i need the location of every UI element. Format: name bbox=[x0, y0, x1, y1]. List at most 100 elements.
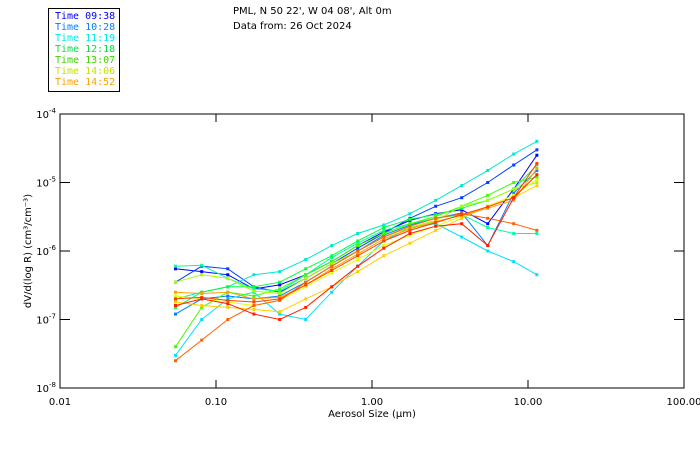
x-axis-label: Aerosol Size (μm) bbox=[328, 409, 416, 420]
data-series bbox=[173, 139, 539, 301]
data-point bbox=[512, 260, 516, 264]
data-point bbox=[382, 246, 386, 250]
data-point bbox=[330, 254, 334, 258]
data-point bbox=[382, 230, 386, 234]
series-line bbox=[175, 176, 538, 348]
data-point bbox=[434, 216, 438, 220]
legend: Time 09:38 Time 10:28 Time 11:19 Time 12:18… bbox=[48, 8, 120, 92]
data-point bbox=[356, 239, 360, 243]
data-point bbox=[486, 205, 490, 209]
data-point bbox=[382, 235, 386, 239]
chart-title-date: Data from: 26 Oct 2024 bbox=[233, 21, 352, 32]
legend-item: Time 12:18 bbox=[55, 44, 116, 55]
data-point bbox=[252, 304, 256, 308]
data-point bbox=[535, 153, 539, 157]
data-point bbox=[512, 152, 516, 156]
data-point bbox=[356, 244, 360, 248]
data-point bbox=[356, 254, 360, 258]
data-point bbox=[356, 264, 360, 268]
data-point bbox=[408, 228, 412, 232]
data-point bbox=[278, 297, 282, 301]
data-point bbox=[200, 291, 204, 295]
data-point bbox=[535, 178, 539, 182]
y-tick-label: 10-5 bbox=[36, 176, 56, 190]
legend-item: Time 11:19 bbox=[55, 33, 116, 44]
data-point bbox=[173, 264, 177, 268]
data-point bbox=[356, 241, 360, 245]
data-point bbox=[173, 353, 177, 357]
data-point bbox=[304, 283, 308, 287]
data-point bbox=[304, 305, 308, 309]
data-point bbox=[460, 206, 464, 210]
data-point bbox=[173, 280, 177, 284]
data-point bbox=[486, 244, 490, 248]
series-line bbox=[175, 223, 538, 356]
y-tick-label: 10-7 bbox=[36, 313, 56, 327]
data-point bbox=[200, 338, 204, 342]
data-point bbox=[356, 252, 360, 256]
data-point bbox=[278, 283, 282, 287]
data-point bbox=[226, 297, 230, 301]
data-point bbox=[278, 310, 282, 314]
data-point bbox=[173, 297, 177, 301]
x-tick-label: 10.00 bbox=[514, 397, 543, 408]
data-point bbox=[512, 191, 516, 195]
data-point bbox=[356, 232, 360, 236]
data-point bbox=[330, 268, 334, 272]
data-point bbox=[304, 273, 308, 277]
data-point bbox=[382, 244, 386, 248]
data-point bbox=[486, 193, 490, 197]
data-point bbox=[535, 161, 539, 165]
data-point bbox=[408, 222, 412, 226]
legend-item: Time 14:06 bbox=[55, 66, 116, 77]
data-point bbox=[512, 181, 516, 184]
data-point bbox=[304, 318, 308, 321]
data-point bbox=[434, 204, 438, 208]
data-point bbox=[512, 222, 516, 226]
data-point bbox=[200, 270, 204, 274]
data-point bbox=[173, 304, 177, 308]
data-point bbox=[173, 312, 177, 316]
data-point bbox=[304, 276, 308, 280]
data-point bbox=[226, 290, 230, 294]
data-point bbox=[356, 246, 360, 250]
data-series bbox=[173, 163, 539, 309]
data-point bbox=[535, 139, 539, 143]
data-point bbox=[535, 273, 539, 277]
data-point bbox=[486, 222, 490, 226]
data-point bbox=[304, 280, 308, 284]
data-point bbox=[200, 263, 204, 267]
chart-title-location: PML, N 50 22', W 04 08', Alt 0m bbox=[233, 6, 392, 17]
data-point bbox=[330, 262, 334, 266]
data-point bbox=[330, 290, 334, 294]
data-point bbox=[330, 267, 334, 271]
data-point bbox=[434, 214, 438, 218]
data-point bbox=[460, 184, 464, 188]
series-line bbox=[175, 182, 538, 295]
y-axis-label: dV/d(log R) (cm³/cm⁻³) bbox=[23, 194, 34, 308]
data-point bbox=[226, 267, 230, 271]
data-series bbox=[173, 181, 539, 295]
data-point bbox=[460, 204, 464, 208]
x-tick-label: 0.01 bbox=[49, 397, 71, 408]
data-point bbox=[226, 305, 230, 309]
data-point bbox=[434, 198, 438, 202]
data-point bbox=[512, 187, 516, 191]
data-point bbox=[278, 318, 282, 321]
data-point bbox=[512, 196, 516, 200]
data-point bbox=[226, 300, 230, 304]
data-point bbox=[434, 224, 438, 228]
data-point bbox=[252, 312, 256, 316]
data-point bbox=[200, 297, 204, 301]
x-tick-label: 100.00 bbox=[667, 397, 700, 408]
data-point bbox=[252, 289, 256, 293]
data-point bbox=[460, 213, 464, 217]
data-point bbox=[173, 300, 177, 304]
data-point bbox=[173, 267, 177, 271]
data-point bbox=[356, 270, 360, 274]
data-point bbox=[330, 285, 334, 289]
data-point bbox=[330, 271, 334, 275]
data-point bbox=[408, 217, 412, 221]
data-point bbox=[173, 359, 177, 363]
